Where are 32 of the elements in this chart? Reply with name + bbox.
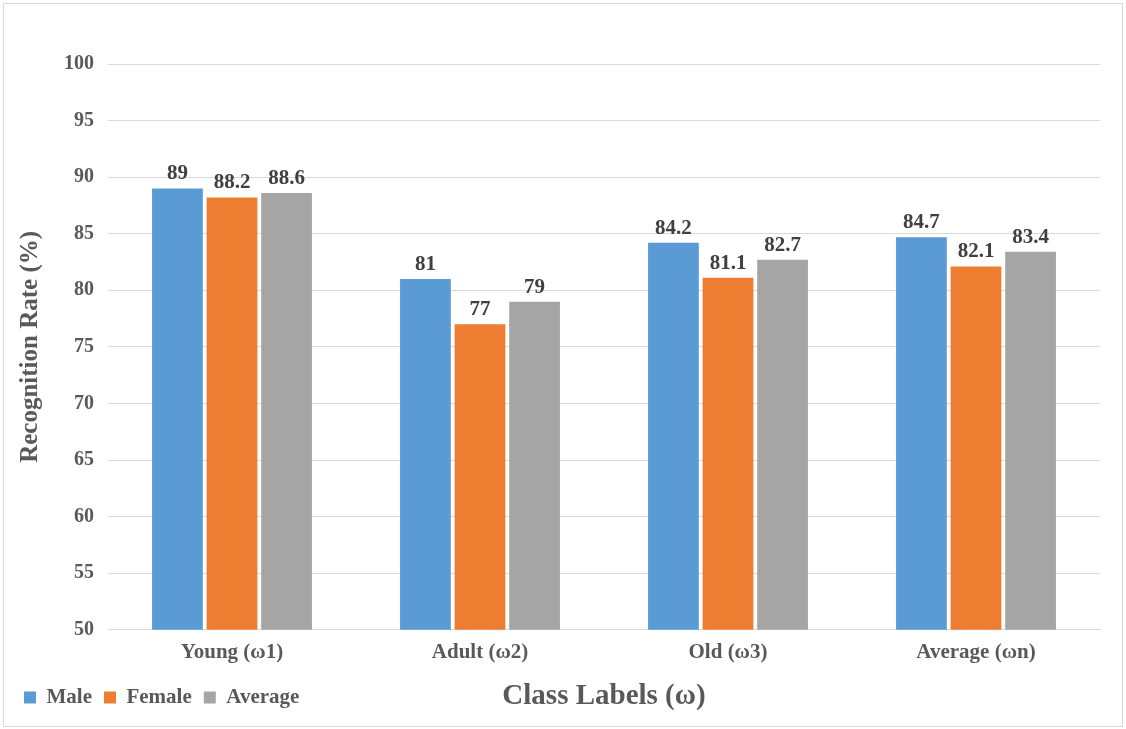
legend-label: Average: [226, 683, 300, 708]
y-tick-label: 55: [74, 560, 94, 583]
data-label: 77: [469, 296, 491, 321]
y-tick-label: 70: [74, 390, 94, 413]
data-label: 82.1: [957, 238, 995, 263]
x-axis-title: Class Labels (ω): [502, 677, 706, 711]
y-tick-label: 75: [74, 334, 94, 357]
y-tick-label: 60: [74, 503, 94, 526]
data-label: 84.7: [903, 209, 940, 234]
data-label: 81.1: [709, 249, 747, 274]
y-tick-label: 80: [74, 277, 94, 300]
x-tick-label: Average (ωn): [916, 638, 1036, 663]
y-tick-label: 85: [74, 220, 94, 243]
y-axis-title: Recognition Rate (%): [15, 230, 44, 463]
legend-label: Female: [126, 683, 192, 708]
x-tick-label: Old (ω3): [688, 638, 768, 663]
data-label: 81: [414, 250, 436, 275]
x-tick-label: Young (ω1): [180, 638, 284, 663]
data-label: 82.7: [764, 231, 801, 256]
data-label: 88.2: [213, 169, 251, 194]
legend-label: Male: [46, 683, 92, 708]
x-tick-label: Adult (ω2): [431, 638, 529, 663]
data-label: 89: [166, 160, 188, 185]
y-tick-label: 50: [74, 616, 94, 639]
data-label: 84.2: [655, 214, 692, 239]
data-label: 83.4: [1012, 223, 1050, 248]
y-tick-label: 65: [74, 447, 94, 470]
data-label: 88.6: [268, 164, 305, 189]
y-tick-label: 90: [74, 164, 94, 187]
y-tick-label: 100: [64, 51, 94, 74]
y-tick-label: 95: [74, 107, 94, 130]
data-label: 79: [524, 273, 546, 298]
